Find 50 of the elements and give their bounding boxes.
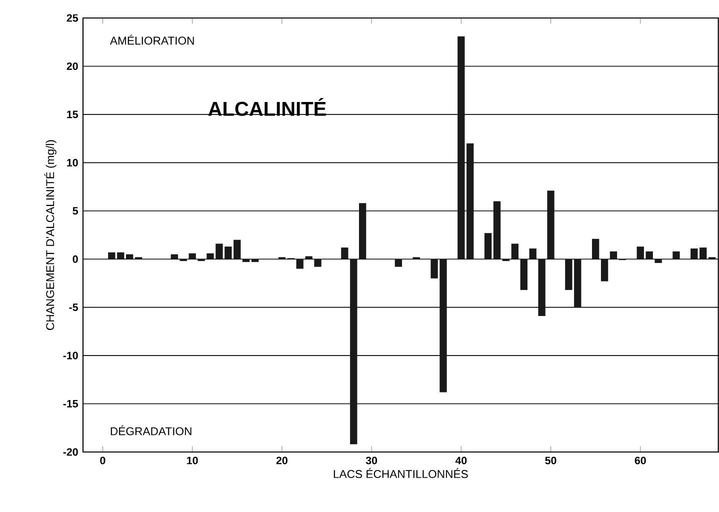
bar bbox=[314, 259, 322, 267]
bar bbox=[672, 251, 680, 260]
bar bbox=[592, 238, 600, 260]
y-tick-label: 10 bbox=[67, 158, 78, 166]
bar bbox=[700, 248, 707, 260]
bar bbox=[350, 259, 358, 444]
y-tick-label: 5 bbox=[72, 207, 78, 215]
bar bbox=[458, 36, 465, 260]
x-tick-label: 10 bbox=[187, 456, 198, 464]
y-tick-label: 15 bbox=[67, 110, 78, 118]
y-tick-label: -15 bbox=[63, 400, 78, 408]
bar bbox=[296, 259, 304, 269]
bar bbox=[170, 254, 178, 260]
x-tick-label: 0 bbox=[100, 456, 106, 464]
x-axis-title: LACS ÉCHANTILLONNÉS bbox=[334, 468, 468, 478]
bar bbox=[690, 248, 698, 260]
bar bbox=[547, 190, 554, 260]
annotation: AMÉLIORATION bbox=[110, 34, 194, 45]
bar bbox=[305, 256, 312, 260]
bar bbox=[466, 143, 474, 260]
y-tick-label: -5 bbox=[69, 304, 78, 312]
bar bbox=[511, 244, 519, 260]
bar bbox=[341, 248, 348, 260]
bar bbox=[600, 259, 608, 282]
text: ALCALINITÉ bbox=[208, 98, 326, 116]
bar bbox=[520, 259, 528, 290]
y-tick-label: -20 bbox=[63, 448, 78, 456]
bar bbox=[654, 259, 662, 263]
bar bbox=[188, 253, 196, 260]
x-tick-label: 60 bbox=[634, 456, 646, 464]
x-tick-label: 40 bbox=[455, 456, 467, 464]
bar bbox=[493, 201, 501, 260]
bar bbox=[610, 251, 618, 260]
x-tick-label: 20 bbox=[276, 456, 288, 464]
bar bbox=[126, 254, 134, 260]
y-tick-label: -10 bbox=[63, 352, 78, 360]
bar bbox=[538, 259, 546, 316]
y-tick-label: 0 bbox=[72, 255, 78, 263]
y-axis-title: CHANGEMENT D'ALCALINITÉ (mg/l) bbox=[44, 140, 56, 330]
x-tick-label: 30 bbox=[366, 456, 378, 464]
y-tick-label: 20 bbox=[66, 62, 78, 70]
bar bbox=[251, 259, 259, 262]
bar bbox=[359, 203, 366, 260]
y-tick-label: 25 bbox=[66, 14, 78, 22]
bar bbox=[484, 233, 492, 260]
bar bbox=[529, 248, 536, 260]
bar bbox=[394, 259, 402, 267]
x-tick-label: 50 bbox=[545, 456, 556, 464]
bar bbox=[242, 259, 250, 262]
annotation: DÉGRADATION bbox=[110, 425, 192, 436]
